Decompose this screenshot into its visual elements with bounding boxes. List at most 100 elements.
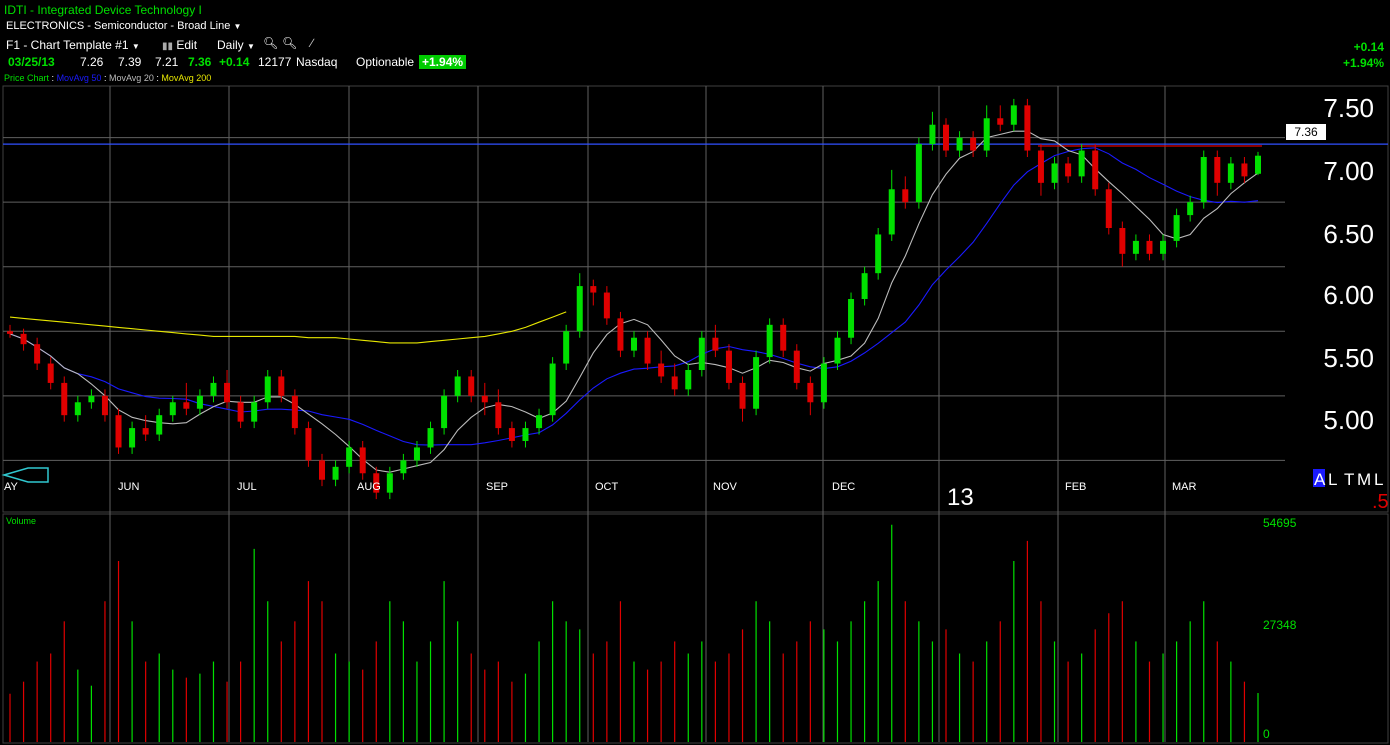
candle-body (1078, 150, 1085, 177)
candle-body (20, 333, 27, 345)
year-label: 13 (947, 484, 974, 511)
candle-body (291, 395, 298, 429)
candle-body (522, 428, 529, 441)
quote-low: 7.21 (155, 55, 179, 69)
scale-button-m[interactable]: M (1357, 470, 1371, 489)
candle-body (780, 324, 787, 351)
candle-body (549, 363, 556, 416)
candle-body (1173, 215, 1180, 241)
volume-bars (9, 524, 1259, 742)
scroll-handle[interactable] (1, 467, 49, 483)
candle-body (332, 466, 339, 480)
last-price-label: 7.36 (1294, 125, 1318, 139)
price-tick: 7.50 (1323, 93, 1374, 123)
candle-body (346, 447, 353, 467)
candle-body (47, 363, 54, 383)
candle-body (1227, 163, 1234, 183)
indicator-legend: Price Chart : MovAvg 50 : MovAvg 20 : Mo… (4, 73, 211, 83)
candle-body (915, 144, 922, 203)
pct-change-badge: +1.94% (419, 55, 467, 69)
candle-body (468, 376, 475, 396)
candle-body (902, 189, 909, 203)
scale-button-bg (1313, 469, 1325, 487)
candle-body (169, 402, 176, 416)
grid (3, 86, 1388, 742)
draw-line-icon[interactable]: ∕ (311, 36, 314, 50)
candle-body (888, 189, 895, 235)
sector-label: ELECTRONICS - Semiconductor - Broad Line (6, 20, 231, 32)
candle-body (943, 124, 949, 151)
candle-body (88, 395, 95, 403)
quote-volume: 12177 (258, 55, 292, 69)
candle-body (1146, 240, 1153, 254)
candle-body (373, 473, 380, 493)
candle-body (644, 337, 651, 364)
volume-title: Volume (6, 516, 36, 526)
scale-button-a[interactable]: A (1314, 470, 1326, 489)
chevron-down-icon: ▼ (247, 42, 255, 51)
candle-body (875, 234, 882, 274)
volume-tick: 0 (1263, 727, 1270, 741)
candle-body (861, 273, 868, 299)
right-change: +0.14 (1353, 40, 1384, 54)
symbol-title: IDTI - Integrated Device Technology I (4, 3, 202, 17)
candle-body (603, 292, 610, 319)
template-dropdown[interactable]: F1 - Chart Template #1 ▼ (6, 38, 140, 52)
moving-averages (9, 130, 1259, 473)
candle-body (617, 318, 624, 351)
candle-body (848, 299, 855, 338)
candle-body (74, 402, 81, 416)
candlesticks (7, 98, 1261, 500)
candle-body (210, 382, 217, 396)
candle-body (115, 415, 122, 448)
candle-body (224, 382, 231, 403)
month-label: FEB (1065, 481, 1086, 493)
candle-body (536, 415, 543, 429)
sector-dropdown[interactable]: ELECTRONICS - Semiconductor - Broad Line… (6, 20, 241, 32)
candle-body (929, 124, 936, 145)
candle-body (129, 428, 136, 448)
candle-body (359, 447, 366, 474)
candle-body (278, 376, 285, 396)
candle-body (1051, 163, 1058, 183)
candle-body (61, 382, 68, 416)
period-dropdown[interactable]: Daily ▼ (217, 38, 255, 52)
candle-body (698, 337, 705, 370)
candle-body (7, 331, 13, 334)
candle-body (1092, 150, 1099, 190)
legend-ma200: MovAvg 200 (161, 73, 212, 83)
zoom-out-icon[interactable]: 🔍︎ (282, 36, 298, 50)
optionable-label: Optionable (356, 55, 415, 69)
candle-body (1214, 157, 1221, 183)
quote-close: 7.36 (188, 55, 212, 69)
month-label: SEP (486, 481, 508, 493)
quote-change: +0.14 (219, 55, 250, 69)
candle-body (386, 473, 393, 493)
candle-body (563, 331, 570, 364)
edit-label: Edit (176, 38, 198, 52)
candle-body (196, 395, 203, 409)
candle-body (1187, 202, 1194, 216)
candle-body (251, 402, 258, 422)
scale-button-t[interactable]: T (1344, 470, 1354, 489)
candle-body (481, 395, 488, 403)
zoom-in-icon[interactable]: 🔍︎ (263, 36, 279, 50)
candle-body (495, 402, 502, 429)
volume-tick: 27348 (1263, 618, 1297, 632)
legend-sep: : (103, 73, 107, 83)
ma20-line (9, 130, 1259, 473)
month-label: MAR (1172, 481, 1197, 493)
legend-sep: : (51, 73, 55, 83)
template-label: F1 - Chart Template #1 (6, 38, 129, 52)
month-label: AUG (357, 481, 381, 493)
price-tick: 7.00 (1323, 156, 1374, 186)
edit-button[interactable]: ▮▮ Edit (162, 38, 197, 52)
month-label: OCT (595, 481, 619, 493)
legend-price-chart: Price Chart (4, 73, 50, 83)
candle-body (319, 460, 325, 480)
scale-button-l[interactable]: L (1328, 470, 1337, 489)
legend-sep: : (156, 73, 159, 83)
candle-body (1200, 157, 1207, 203)
scale-button-l2[interactable]: L (1374, 470, 1383, 489)
